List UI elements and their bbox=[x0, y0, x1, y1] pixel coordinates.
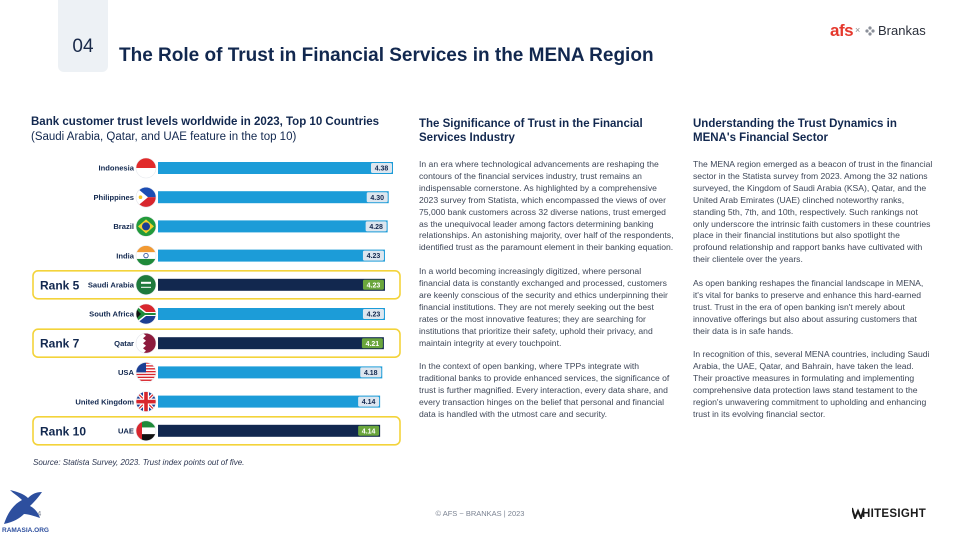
watermark-text: RAMASIA.ORG bbox=[2, 527, 49, 534]
bar bbox=[158, 395, 381, 408]
value-box bbox=[358, 425, 380, 436]
significance-paragraph: In an era where technological advancemen… bbox=[419, 159, 674, 253]
significance-paragraph: In the context of open banking, where TP… bbox=[419, 361, 670, 419]
value-box bbox=[361, 338, 383, 349]
significance-heading: The Significance of Trust in the Financi… bbox=[419, 118, 643, 144]
trust-bar-chart: Indonesia 4.38 Philippines 4.30 Brazil 4.28 In… bbox=[32, 157, 401, 446]
qatar-flag-icon bbox=[136, 333, 156, 354]
category-label: Qatar bbox=[114, 339, 134, 348]
value-box bbox=[366, 192, 388, 203]
chart-row-brazil: Brazil 4.28 bbox=[113, 216, 388, 237]
data-label: 4.14 bbox=[362, 399, 376, 406]
rank-label: Rank 10 bbox=[40, 424, 86, 438]
trust-dynamics-paragraph: In recognition of this, several MENA cou… bbox=[693, 349, 930, 419]
uae-flag-icon bbox=[136, 420, 156, 441]
category-label: India bbox=[116, 251, 134, 260]
significance-paragraph: In a world becoming increasingly digitiz… bbox=[419, 266, 668, 348]
chart-row-india: India 4.23 bbox=[116, 245, 385, 266]
category-label: UAE bbox=[118, 427, 134, 436]
united-kingdom-flag-icon bbox=[136, 391, 156, 412]
brankas-mark-icon bbox=[865, 26, 875, 36]
category-label: Brazil bbox=[113, 222, 134, 231]
chart-source: Source: Statista Survey, 2023. Trust ind… bbox=[33, 458, 245, 467]
bar bbox=[158, 424, 381, 437]
rank-label: Rank 7 bbox=[40, 337, 80, 351]
data-label: 4.28 bbox=[369, 224, 383, 231]
bar bbox=[158, 337, 384, 350]
data-label: 4.30 bbox=[370, 195, 384, 202]
trust-dynamics-paragraph: As open banking reshapes the financial l… bbox=[693, 278, 924, 336]
chart-row-south-africa: South Africa 4.23 bbox=[89, 303, 385, 325]
south-africa-flag-icon bbox=[136, 304, 156, 324]
category-label: Philippines bbox=[93, 193, 134, 202]
whitesight-logo: HITESIGHT bbox=[862, 508, 927, 520]
bar bbox=[158, 278, 385, 291]
chart-row-usa: USA 4.18 bbox=[118, 362, 383, 383]
data-label: 4.18 bbox=[364, 370, 378, 377]
trust-dynamics-body: The MENA region emerged as a beacon of t… bbox=[693, 159, 933, 421]
chart-subtitle: (Saudi Arabia, Qatar, and UAE feature in… bbox=[31, 131, 297, 143]
value-box bbox=[360, 367, 382, 378]
value-box bbox=[362, 250, 384, 261]
category-label: Saudi Arabia bbox=[88, 281, 135, 290]
value-box bbox=[358, 396, 380, 407]
chart-row-indonesia: Indonesia 4.38 bbox=[99, 157, 393, 179]
bar bbox=[158, 249, 385, 262]
footer-copyright: © AFS ~ BRANKAS | 2023 bbox=[435, 509, 525, 518]
trust-dynamics-heading: Understanding the Trust Dynamics in MENA… bbox=[693, 118, 897, 144]
significance-body: In an era where technological advancemen… bbox=[419, 159, 675, 421]
rank-label: Rank 5 bbox=[40, 278, 80, 292]
trust-dynamics-column: Understanding the Trust Dynamics in MENA… bbox=[693, 117, 933, 421]
data-label: 4.21 bbox=[366, 341, 380, 348]
value-box bbox=[362, 279, 384, 290]
chart-row-uae: Rank 10 UAE 4.14 bbox=[32, 415, 401, 446]
usa-flag-icon bbox=[136, 362, 156, 383]
brazil-flag-icon bbox=[136, 216, 156, 237]
afs-logo: afs bbox=[830, 21, 854, 40]
value-box bbox=[365, 221, 387, 232]
chart-row-qatar: Rank 7 Qatar 4.21 bbox=[32, 328, 401, 358]
page-number-tab: 04 bbox=[58, 0, 108, 72]
bar bbox=[158, 191, 389, 204]
bar bbox=[158, 308, 385, 320]
india-flag-icon bbox=[136, 245, 156, 266]
chart-title: Bank customer trust levels worldwide in … bbox=[31, 116, 380, 128]
philippines-flag-icon bbox=[136, 187, 156, 208]
bar bbox=[158, 162, 393, 174]
category-label: South Africa bbox=[89, 310, 135, 319]
data-label: 4.38 bbox=[375, 166, 389, 173]
category-label: United Kingdom bbox=[75, 397, 134, 406]
category-label: USA bbox=[118, 368, 135, 377]
saudi-arabia-flag-icon bbox=[136, 274, 156, 295]
logo-separator: × bbox=[855, 25, 861, 35]
chart-row-saudi-arabia: Rank 5 Saudi Arabia 4.23 bbox=[32, 270, 401, 300]
data-label: 4.23 bbox=[367, 312, 381, 319]
value-box bbox=[371, 163, 392, 173]
data-label: 4.23 bbox=[367, 253, 381, 260]
bar bbox=[158, 220, 388, 233]
category-label: Indonesia bbox=[99, 164, 135, 173]
significance-column: The Significance of Trust in the Financi… bbox=[419, 117, 675, 421]
data-label: 4.23 bbox=[367, 282, 381, 289]
chart-row-united-kingdom: United Kingdom 4.14 bbox=[75, 391, 381, 412]
bar bbox=[158, 366, 383, 379]
value-box bbox=[362, 309, 384, 319]
page-number: 04 bbox=[72, 36, 94, 57]
brankas-logo: Brankas bbox=[878, 23, 926, 38]
whitesight-w-icon bbox=[852, 507, 864, 519]
eagle-watermark-icon bbox=[4, 490, 42, 524]
data-label: 4.14 bbox=[362, 428, 376, 435]
indonesia-flag-icon bbox=[136, 158, 156, 178]
chart-row-philippines: Philippines 4.30 bbox=[93, 186, 389, 208]
page-title: The Role of Trust in Financial Services … bbox=[119, 45, 654, 66]
trust-dynamics-paragraph: The MENA region emerged as a beacon of t… bbox=[693, 159, 933, 265]
